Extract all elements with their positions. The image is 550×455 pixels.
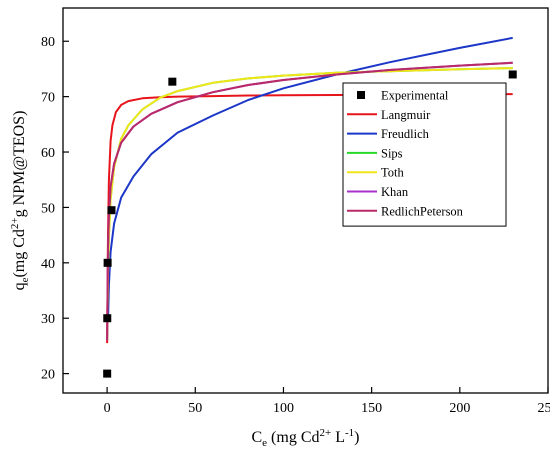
legend-label-experimental: Experimental	[381, 89, 449, 103]
axis-title-part: (mg Cd	[267, 429, 319, 446]
axis-title-part: q	[11, 282, 28, 290]
x-axis-title: Ce (mg Cd2+ L-1)	[251, 427, 359, 449]
series-redlichpeterson-line	[106, 61, 513, 341]
x-tick-label: 100	[273, 401, 294, 416]
legend-label-sips: Sips	[381, 146, 403, 160]
axis-title-part: (mg Cd	[11, 229, 28, 277]
axis-title-part: )	[354, 429, 359, 446]
y-tick-label: 50	[41, 201, 55, 216]
y-tick-label: 70	[41, 91, 55, 106]
legend-label-freudlich: Freudlich	[381, 127, 430, 141]
experimental-point	[508, 70, 517, 79]
x-tick-label: 250	[538, 401, 550, 416]
axis-title-part: 2+	[9, 217, 21, 229]
x-tick-label: 200	[449, 401, 470, 416]
axis-title-part: -1	[345, 427, 354, 439]
axis-title-part: C	[251, 429, 262, 446]
y-axis-title: qe(mg Cd2+g NPM@TEOS)	[9, 111, 31, 291]
legend-label-redlichpeterson: RedlichPeterson	[381, 204, 464, 218]
axis-title-part: g NPM@TEOS)	[11, 111, 28, 218]
legend-label-langmuir: Langmuir	[381, 108, 431, 122]
legend-marker-experimental	[357, 91, 365, 99]
experimental-point	[103, 369, 112, 378]
x-tick-label: 150	[361, 401, 382, 416]
y-tick-label: 30	[41, 312, 55, 327]
axis-title-part: L	[331, 429, 345, 446]
points-layer	[103, 70, 517, 378]
plot-frame	[62, 7, 549, 394]
y-tick-label: 80	[41, 35, 55, 50]
axis-title-part: e	[19, 277, 31, 282]
experimental-point	[103, 258, 112, 267]
axis-title-part: 2+	[320, 427, 332, 439]
y-tick-label: 40	[41, 257, 55, 272]
series-freudlich-line	[107, 36, 513, 322]
x-axis-ticks: 0 50 100 150 200 250	[104, 387, 550, 416]
legend-label-khan: Khan	[381, 185, 409, 199]
experimental-point	[168, 77, 177, 86]
legend-label-toth: Toth	[381, 166, 404, 180]
legend-box	[342, 82, 507, 227]
y-tick-label: 20	[41, 368, 55, 383]
legend: Experimental Langmuir Freudlich Sips Toth Kha…	[342, 82, 507, 227]
x-tick-label: 50	[188, 401, 202, 416]
y-axis-ticks: 20 30 40 50 60 70 80	[41, 35, 69, 383]
axis-title-part: e	[262, 437, 267, 449]
experimental-point	[103, 314, 112, 323]
experimental-point	[107, 206, 116, 215]
y-tick-label: 60	[41, 146, 55, 161]
x-tick-label: 0	[104, 401, 111, 416]
